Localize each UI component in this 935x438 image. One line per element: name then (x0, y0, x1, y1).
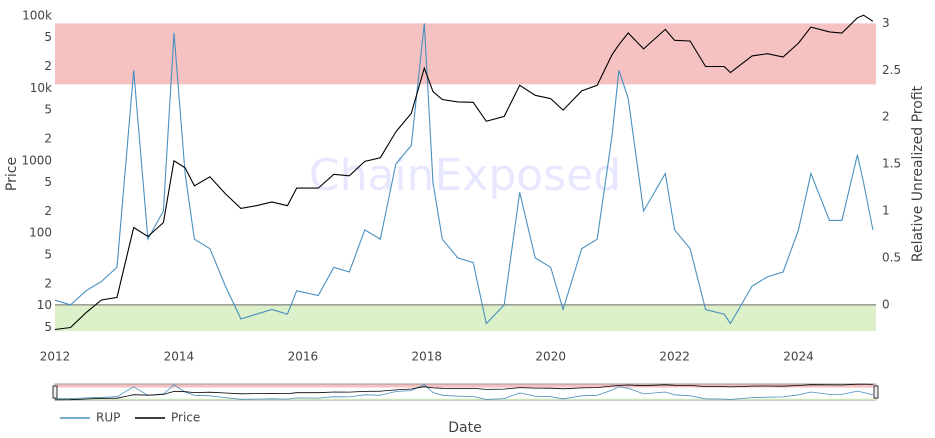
y-tick-label: 5 (44, 320, 52, 334)
y2-tick-label: 0 (882, 297, 890, 311)
y2-tick-label: 3 (882, 16, 890, 30)
y2-tick-label: 2 (882, 110, 890, 124)
y2-tick-label: 2.5 (882, 63, 901, 77)
x-tick-label: 2020 (535, 350, 566, 364)
y-tick-label: 2 (44, 59, 52, 73)
legend-label[interactable]: RUP (96, 411, 120, 425)
y2-tick-label: 1 (882, 204, 890, 218)
series-line (54, 23, 874, 325)
y-tick-label: 2 (44, 204, 52, 218)
x-tick-label: 2022 (659, 350, 690, 364)
x-tick-label: 2024 (783, 350, 814, 364)
x-axis-title: Date (448, 420, 481, 436)
slider-handle[interactable] (873, 385, 879, 399)
mini-line (54, 383, 873, 401)
y2-tick-label: 1.5 (882, 157, 901, 171)
y-tick-label: 1000 (21, 153, 52, 167)
x-tick-label: 2014 (164, 350, 195, 364)
band (55, 23, 876, 85)
y-tick-label: 10 (37, 298, 52, 312)
y-tick-label: 2 (44, 131, 52, 145)
y-tick-label: 5 (44, 30, 52, 44)
mini-band (55, 398, 876, 400)
y-tick-label: 5 (44, 248, 52, 262)
y-tick-label: 100 (29, 226, 52, 240)
x-tick-label: 2012 (40, 350, 71, 364)
y-tick-label: 10k (30, 81, 52, 95)
watermark: ChainExposed (309, 150, 621, 201)
slider-handle[interactable] (52, 385, 58, 399)
y-tick-label: 5 (44, 103, 52, 117)
mini-line (54, 384, 873, 400)
mini-band (55, 384, 876, 388)
x-tick-label: 2018 (412, 350, 443, 364)
y-tick-label: 2 (44, 276, 52, 290)
y2-axis-title: Relative Unrealized Profit (910, 85, 926, 262)
y-tick-label: 5 (44, 175, 52, 189)
y-tick-label: 100k (22, 8, 52, 22)
y-axis-title: Price (4, 157, 20, 191)
legend-label[interactable]: Price (171, 411, 200, 425)
y2-tick-label: 0.5 (882, 250, 901, 264)
band (55, 304, 876, 332)
x-tick-label: 2016 (288, 350, 319, 364)
series-line (54, 14, 874, 331)
